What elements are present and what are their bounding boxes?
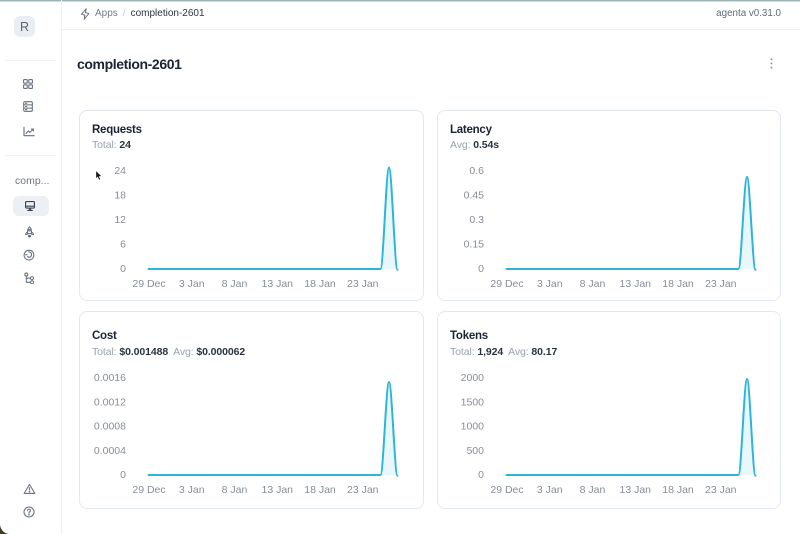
svg-text:29 Dec: 29 Dec (132, 278, 165, 290)
svg-text:13 Jan: 13 Jan (619, 484, 651, 496)
svg-text:0.45: 0.45 (464, 190, 485, 202)
svg-text:13 Jan: 13 Jan (619, 278, 651, 290)
svg-text:0.0004: 0.0004 (94, 445, 126, 457)
svg-text:8 Jan: 8 Jan (222, 278, 248, 290)
svg-text:0.0008: 0.0008 (94, 421, 126, 433)
svg-text:23 Jan: 23 Jan (705, 278, 737, 290)
svg-text:0: 0 (478, 469, 484, 481)
svg-text:3 Jan: 3 Jan (537, 278, 563, 290)
svg-text:8 Jan: 8 Jan (580, 484, 606, 496)
svg-text:23 Jan: 23 Jan (705, 484, 737, 496)
svg-text:2000: 2000 (461, 372, 485, 384)
svg-text:0.0012: 0.0012 (94, 396, 126, 408)
svg-text:8 Jan: 8 Jan (222, 484, 248, 496)
svg-text:13 Jan: 13 Jan (261, 278, 293, 290)
svg-text:18: 18 (114, 190, 126, 202)
svg-text:3 Jan: 3 Jan (179, 484, 205, 496)
svg-text:29 Dec: 29 Dec (132, 484, 165, 496)
svg-text:3 Jan: 3 Jan (537, 484, 563, 496)
svg-text:0.3: 0.3 (469, 214, 484, 226)
svg-text:24: 24 (114, 165, 126, 177)
svg-text:18 Jan: 18 Jan (662, 278, 694, 290)
svg-text:500: 500 (466, 445, 484, 457)
svg-text:0.15: 0.15 (464, 239, 485, 251)
svg-text:18 Jan: 18 Jan (304, 278, 336, 290)
svg-text:18 Jan: 18 Jan (304, 484, 336, 496)
svg-text:6: 6 (120, 239, 126, 251)
svg-text:0: 0 (478, 263, 484, 275)
svg-text:0: 0 (120, 469, 126, 481)
svg-text:29 Dec: 29 Dec (490, 484, 523, 496)
svg-text:13 Jan: 13 Jan (261, 484, 293, 496)
svg-text:23 Jan: 23 Jan (347, 484, 379, 496)
svg-text:18 Jan: 18 Jan (662, 484, 694, 496)
svg-text:3 Jan: 3 Jan (179, 278, 205, 290)
svg-text:0: 0 (120, 263, 126, 275)
svg-text:29 Dec: 29 Dec (490, 278, 523, 290)
svg-text:1500: 1500 (461, 396, 485, 408)
svg-text:1000: 1000 (461, 421, 485, 433)
svg-text:8 Jan: 8 Jan (580, 278, 606, 290)
svg-text:0.0016: 0.0016 (94, 372, 126, 384)
svg-text:12: 12 (114, 214, 126, 226)
svg-text:23 Jan: 23 Jan (347, 278, 379, 290)
svg-text:0.6: 0.6 (469, 165, 484, 177)
